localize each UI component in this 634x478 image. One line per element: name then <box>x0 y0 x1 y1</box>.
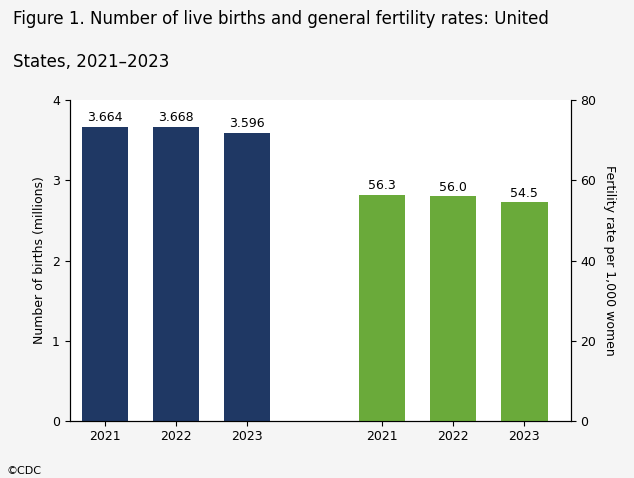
Text: 56.0: 56.0 <box>439 181 467 194</box>
Bar <box>82 127 128 421</box>
Text: 3.668: 3.668 <box>158 111 194 124</box>
Text: 3.664: 3.664 <box>87 111 123 124</box>
Bar <box>501 203 548 421</box>
Bar <box>153 127 200 421</box>
Text: 3.596: 3.596 <box>230 117 265 130</box>
Text: States, 2021–2023: States, 2021–2023 <box>13 53 169 71</box>
Text: Figure 1. Number of live births and general fertility rates: United: Figure 1. Number of live births and gene… <box>13 10 548 28</box>
Bar <box>359 195 405 421</box>
Bar <box>430 196 477 421</box>
Text: 56.3: 56.3 <box>368 179 396 193</box>
Y-axis label: Fertility rate per 1,000 women: Fertility rate per 1,000 women <box>603 165 616 356</box>
Text: 54.5: 54.5 <box>510 187 538 200</box>
Text: ©CDC: ©CDC <box>6 466 41 476</box>
Bar <box>224 133 271 421</box>
Y-axis label: Number of births (millions): Number of births (millions) <box>34 176 46 345</box>
